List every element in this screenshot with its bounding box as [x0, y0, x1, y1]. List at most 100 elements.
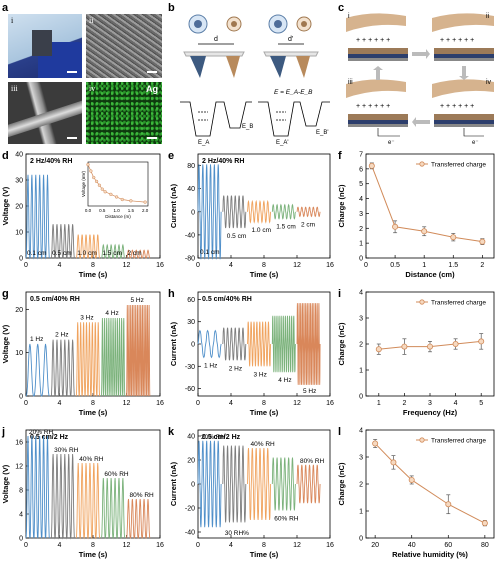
x-tick-label: 2: [480, 262, 484, 269]
inset-point: [120, 197, 124, 202]
series-label: 80% RH: [130, 492, 155, 499]
series-0-5-cm: [50, 224, 75, 259]
inset-point: [143, 200, 147, 204]
series-label: 2 cm: [301, 221, 315, 228]
series-label: 3 Hz: [80, 314, 93, 321]
inset-point: [100, 187, 104, 191]
y-tick-label: 10: [15, 230, 23, 237]
y-tick-label: 12: [15, 464, 23, 471]
step-i: + + + + + +: [346, 13, 408, 61]
chart-title: 0.5 cm/2 Hz: [30, 434, 69, 441]
x-tick-label: 8: [91, 400, 95, 407]
x-tick-label: 4: [58, 262, 62, 269]
inset-x-tick-label: 0.0: [85, 208, 92, 213]
y-tick-label: 40: [15, 152, 23, 159]
panel-letter-d: d: [2, 150, 9, 162]
inset-point: [86, 162, 90, 167]
inset-point: [97, 183, 102, 187]
electron-label-right: e⁻: [472, 140, 479, 146]
y-axis-label: Voltage (V): [1, 324, 10, 363]
series-60-rh: [100, 477, 126, 540]
y-axis-label: Charge (nC): [337, 184, 346, 227]
chart-e-current-distance: 0 4 8 12 16 -80 -40 0 40 80 Time (s) Current (nA) 2 …: [169, 153, 334, 279]
y-axis-label: Charge (nC): [337, 322, 346, 365]
x-axis-label: Time (s): [79, 550, 108, 559]
series-label: 2 Hz: [229, 365, 242, 372]
series-label: 5 Hz: [131, 297, 144, 304]
plot-frame: [365, 153, 495, 259]
series-label: 1 Hz: [30, 336, 43, 343]
series-label: 4 Hz: [105, 310, 118, 317]
x-tick-label: 20: [371, 542, 379, 549]
series-20-rh: [25, 435, 50, 539]
subpanel-label-iv: iv: [89, 84, 96, 93]
x-tick-label: 4: [229, 262, 233, 269]
series-60-rh: [271, 457, 296, 511]
svg-text:+ + + + + +: + + + + + +: [356, 37, 390, 44]
series-0-5-cm: [222, 195, 247, 229]
panel-letter-l: l: [338, 426, 342, 438]
y-tick-label: 1: [359, 368, 363, 375]
step-label-i: i: [348, 13, 350, 20]
x-tick-label: 16: [156, 262, 164, 269]
y-tick-label: -80: [185, 256, 195, 263]
data-point: [479, 238, 486, 245]
x-tick-label: 0: [196, 262, 200, 269]
chart-d-voltage-distance: 0 4 8 12 16 0 10 20 30 40 Time (s) Voltage (V) 2 Hz/…: [1, 152, 164, 280]
series-label: 30 RH%: [225, 530, 249, 537]
inset-x-tick-label: 1.5: [128, 208, 135, 213]
step-iii: + + + + + +: [346, 79, 408, 137]
x-tick-label: 2: [402, 400, 406, 407]
x-axis-label: Frequency (Hz): [403, 408, 458, 417]
chart-g-voltage-frequency: 0 4 8 12 16 0 10 20 Time (s) Voltage (V) 0.5 cm/40…: [1, 291, 164, 417]
inset-x-tick-label: 1.0: [113, 208, 120, 213]
series-5-hz: [296, 303, 321, 385]
y-tick-label: 3: [359, 316, 363, 323]
x-tick-label: 0: [24, 542, 28, 549]
x-tick-label: 12: [123, 400, 131, 407]
data-point: [368, 162, 375, 169]
series-label: 1.5 cm: [102, 250, 122, 257]
plot-frame: [365, 429, 495, 539]
series-label: 5 Hz: [303, 388, 316, 395]
inset-frame: [87, 161, 149, 207]
chart-title: 0.5 cm/2 Hz: [202, 434, 241, 441]
series-20-rh: [197, 440, 222, 528]
series-line: [371, 165, 483, 243]
series-label: 3 Hz: [254, 371, 267, 378]
series-4-hz: [271, 315, 296, 373]
x-tick-label: 4: [58, 542, 62, 549]
series-80-rh: [296, 464, 321, 504]
legend-label: Transferred charge: [431, 438, 486, 445]
chart-title: 2 Hz/40% RH: [30, 158, 72, 165]
x-axis-label: Time (s): [250, 270, 279, 279]
electron-label-left: e⁻: [388, 140, 395, 146]
label-eb-prime: E_B': [316, 130, 329, 136]
x-tick-label: 8: [262, 262, 266, 269]
series-label: 80% RH: [300, 458, 325, 465]
x-tick-label: 12: [123, 542, 131, 549]
y-tick-label: 30: [187, 319, 195, 326]
y-tick-label: 5: [359, 181, 363, 188]
x-tick-label: 8: [262, 400, 266, 407]
x-tick-label: 12: [123, 262, 131, 269]
y-tick-label: 0: [19, 256, 23, 263]
label-eb: E_B: [242, 124, 253, 130]
x-tick-label: 16: [156, 400, 164, 407]
left-device: [183, 14, 245, 78]
series-label: 60% RH: [104, 471, 129, 478]
series-label: 30% RH: [54, 447, 79, 454]
panel-letter-a: a: [2, 2, 9, 14]
step-label-iv: iv: [486, 79, 492, 86]
x-axis-label: Time (s): [250, 408, 279, 417]
scale-bar: [147, 71, 157, 73]
series-40-rh: [75, 462, 101, 540]
series-2-cm: [296, 206, 321, 218]
step-iv: + + + + + +: [432, 79, 494, 137]
y-tick-label: 2: [359, 342, 363, 349]
y-tick-label: 0: [191, 209, 195, 216]
subpanel-label-ii: ii: [89, 16, 94, 25]
series-1-5-cm: [271, 203, 296, 220]
series-80-rh: [126, 498, 151, 539]
series-label: 40% RH: [251, 441, 276, 448]
